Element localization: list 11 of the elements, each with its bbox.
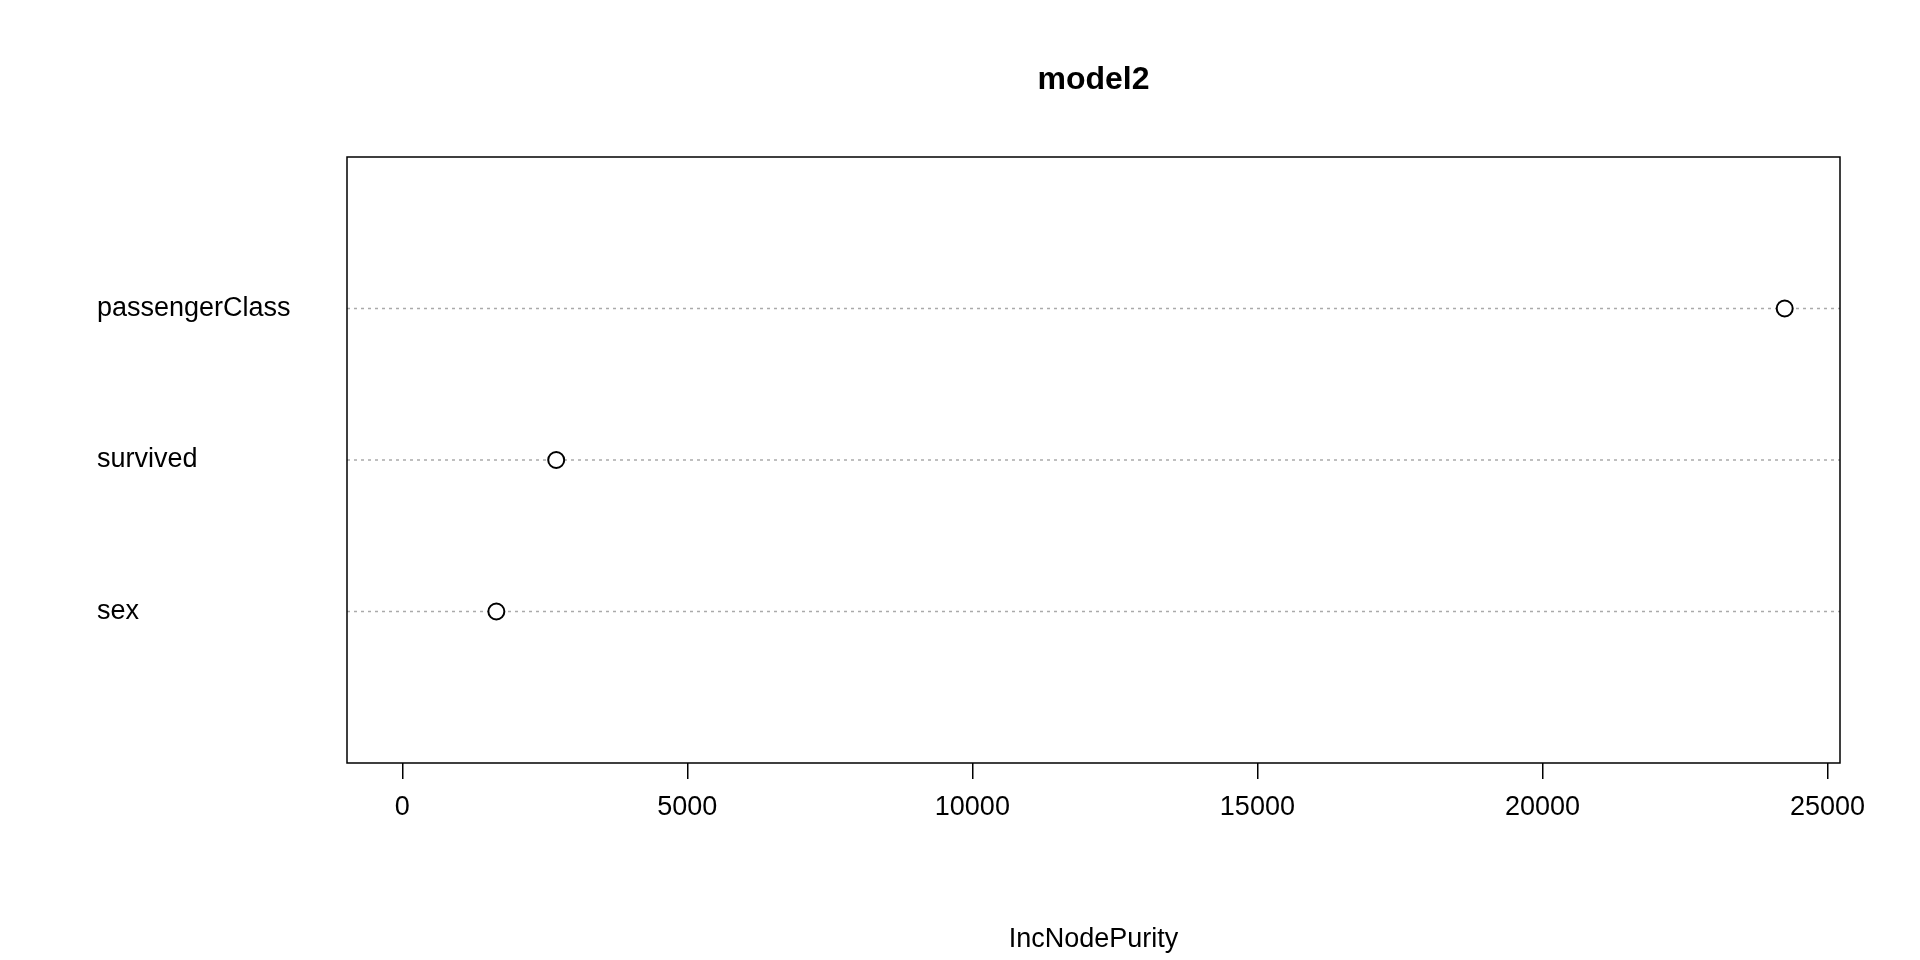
- x-tick-label: 15000: [1219, 790, 1295, 821]
- chart-title: model2: [1037, 59, 1150, 96]
- x-tick-label: 5000: [657, 790, 718, 821]
- x-tick-label: 0: [394, 790, 410, 821]
- x-tick-label: 10000: [934, 790, 1010, 821]
- x-tick-label: 20000: [1504, 790, 1580, 821]
- y-tick-label: passengerClass: [97, 291, 291, 322]
- x-axis-title: IncNodePurity: [1008, 923, 1179, 954]
- y-tick-label: survived: [97, 443, 198, 474]
- y-tick-label: sex: [97, 594, 140, 625]
- x-tick-label: 25000: [1789, 790, 1866, 821]
